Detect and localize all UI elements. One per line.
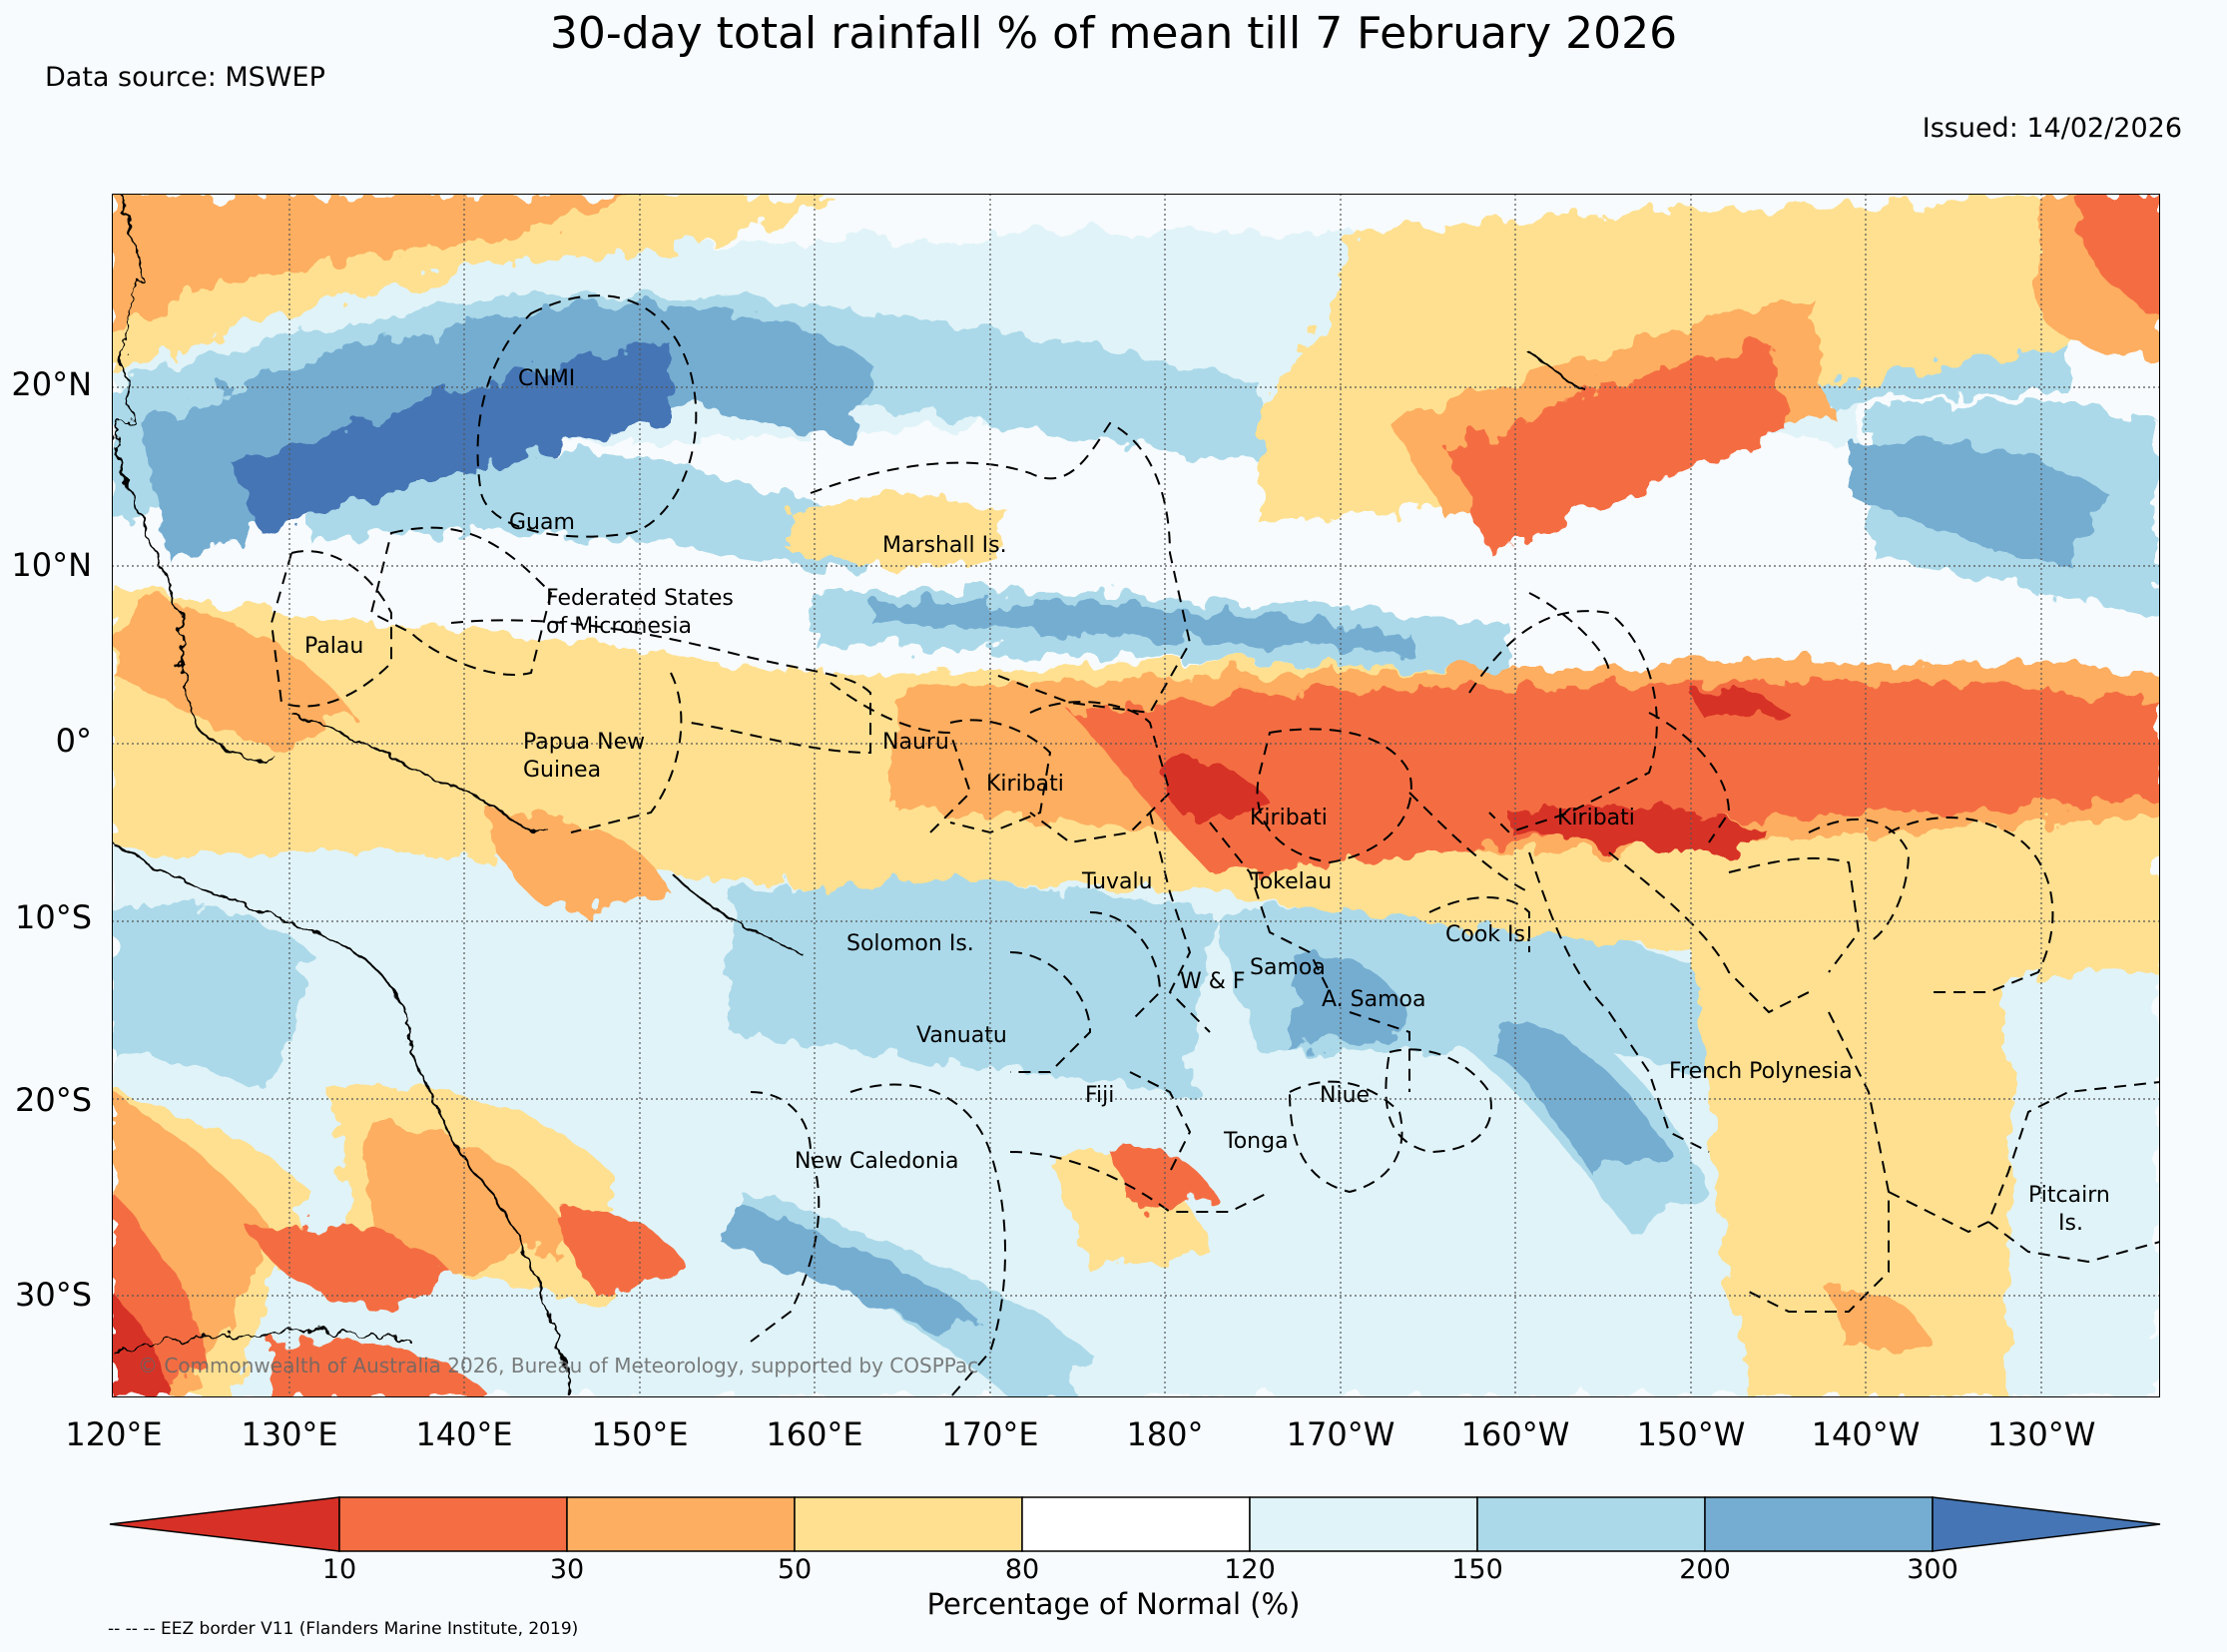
colorbar-below-10 [109,1496,340,1552]
lon-label-140w: 140°W [1811,1415,1921,1453]
colorbar-200-300 [1704,1496,1934,1552]
colorbar-tick-30: 30 [549,1554,585,1585]
colorbar-50-80 [794,1496,1023,1552]
lat-label-30s: 30°S [14,1276,92,1314]
colorbar-120-150 [1249,1496,1478,1552]
issued-date-label: Issued: 14/02/2026 [1922,113,2182,144]
eez-border-note: -- -- -- EEZ border V11 (Flanders Marine… [108,1619,579,1639]
label-marshall-islands: Marshall Is. [882,533,1007,558]
label-solomon-islands: Solomon Is. [846,931,974,956]
lon-label-160w: 160°W [1460,1415,1570,1453]
lat-label-20n: 20°N [11,365,92,403]
lon-label-150w: 150°W [1636,1415,1746,1453]
lon-label-130e: 130°E [241,1415,338,1453]
colorbar-tick-10: 10 [321,1554,357,1585]
lon-label-170w: 170°W [1286,1415,1395,1453]
label-palau: Palau [304,634,363,659]
label-niue: Niue [1320,1083,1370,1108]
data-source-label: Data source: MSWEP [45,62,325,93]
lon-label-130w: 130°W [1986,1415,2096,1453]
label-guam: Guam [509,510,575,535]
colorbar [109,1496,2161,1552]
label-kiribati-central: Kiribati [1250,806,1328,830]
label-pitcairn-line2: Is. [2058,1211,2083,1236]
lon-label-120e: 120°E [65,1415,163,1453]
label-vanuatu: Vanuatu [916,1023,1007,1048]
label-kiribati-east: Kiribati [1557,806,1635,830]
lon-label-170e: 170°E [941,1415,1039,1453]
label-png-line2: Guinea [523,758,601,783]
label-fsm-line1: Federated States [546,586,734,611]
colorbar-tick-200: 200 [1679,1554,1731,1585]
label-pitcairn-line1: Pitcairn [2028,1183,2110,1208]
lon-label-180: 180° [1126,1415,1204,1453]
label-new-caledonia: New Caledonia [795,1149,958,1174]
colorbar-above-300 [1932,1496,2161,1552]
label-wallis-futuna: W & F [1180,969,1246,994]
label-cnmi: CNMI [518,366,575,391]
label-tonga: Tonga [1223,1129,1289,1154]
label-american-samoa: A. Samoa [1322,987,1425,1012]
lat-label-10n: 10°N [11,546,92,584]
colorbar-150-200 [1476,1496,1706,1552]
colorbar-tick-80: 80 [1004,1554,1040,1585]
colorbar-tick-50: 50 [777,1554,813,1585]
label-fsm-line2: of Micronesia [546,614,692,639]
label-fiji: Fiji [1085,1083,1114,1108]
colorbar-tick-150: 150 [1451,1554,1503,1585]
graticule [112,194,2160,1397]
lat-label-20s: 20°S [14,1081,92,1119]
colorbar-tick-120: 120 [1224,1554,1276,1585]
lon-label-150e: 150°E [591,1415,689,1453]
rainfall-map: CNMI Guam Marshall Is. Federated States … [112,194,2160,1397]
label-png-line1: Papua New [523,730,645,755]
colorbar-80-120 [1021,1496,1251,1552]
colorbar-tick-300: 300 [1907,1554,1958,1585]
label-tuvalu: Tuvalu [1081,869,1153,894]
colorbar-title: Percentage of Normal (%) [926,1587,1301,1621]
label-french-polynesia: French Polynesia [1669,1059,1853,1084]
lat-label-equator: 0° [55,722,92,760]
rainfall-field [112,194,2160,1397]
lon-label-140e: 140°E [415,1415,513,1453]
copyright-notice: © Commonwealth of Australia 2026, Bureau… [138,1354,978,1377]
label-tokelau: Tokelau [1249,869,1332,894]
label-kiribati-west: Kiribati [986,772,1064,797]
map-title: 30-day total rainfall % of mean till 7 F… [549,8,1678,59]
lat-label-10s: 10°S [14,898,92,936]
colorbar-30-50 [566,1496,796,1552]
label-cook-islands: Cook Is. [1445,922,1532,947]
label-samoa: Samoa [1250,955,1326,980]
colorbar-10-30 [338,1496,568,1552]
label-nauru: Nauru [882,730,949,755]
lon-label-160e: 160°E [766,1415,863,1453]
coastlines [112,194,1590,1397]
